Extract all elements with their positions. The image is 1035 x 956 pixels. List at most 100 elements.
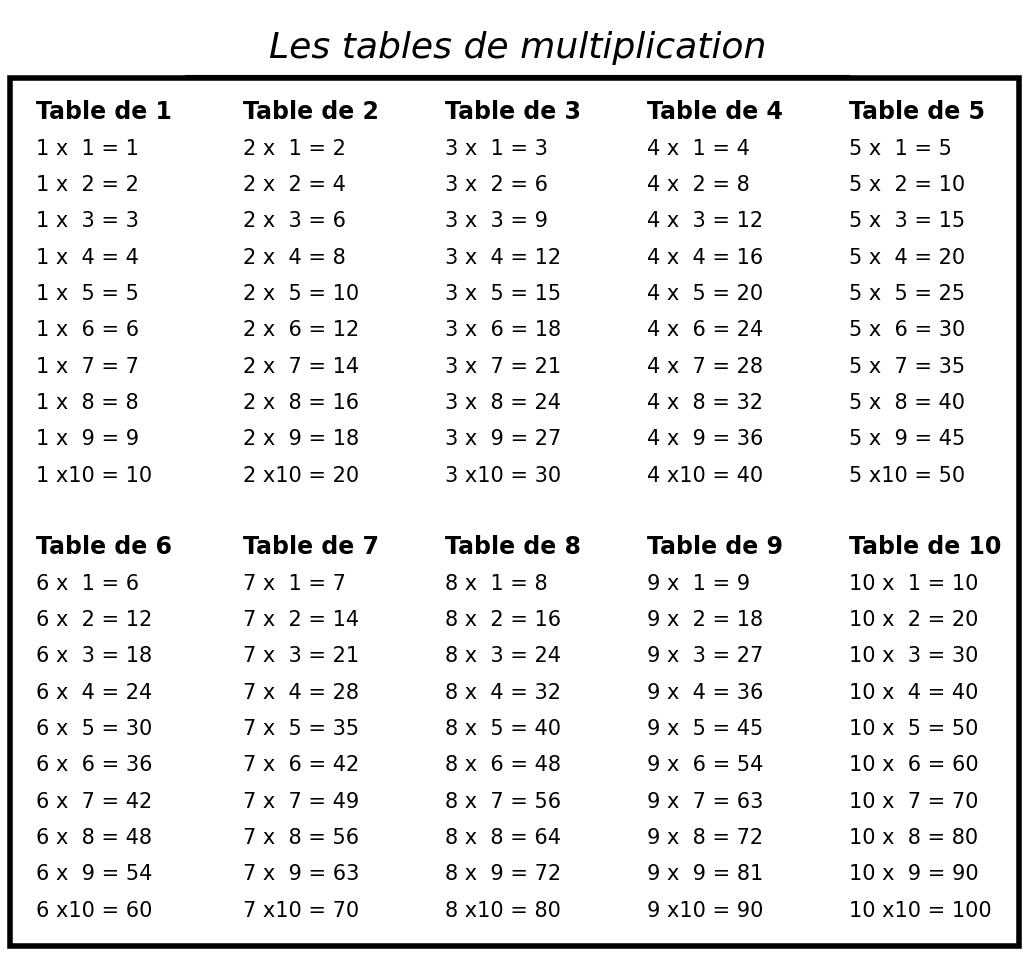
Text: 6 x  4 = 24: 6 x 4 = 24 <box>36 683 152 703</box>
Text: 7 x  9 = 63: 7 x 9 = 63 <box>243 864 359 884</box>
Text: 7 x  1 = 7: 7 x 1 = 7 <box>243 574 346 594</box>
Text: 6 x  9 = 54: 6 x 9 = 54 <box>36 864 152 884</box>
Text: Table de 2: Table de 2 <box>243 100 379 124</box>
Text: 3 x  8 = 24: 3 x 8 = 24 <box>445 393 561 413</box>
Text: 8 x  6 = 48: 8 x 6 = 48 <box>445 755 561 775</box>
Text: 9 x  6 = 54: 9 x 6 = 54 <box>647 755 763 775</box>
Text: 9 x  2 = 18: 9 x 2 = 18 <box>647 610 763 630</box>
Text: 2 x  3 = 6: 2 x 3 = 6 <box>243 211 347 231</box>
Text: 2 x  9 = 18: 2 x 9 = 18 <box>243 429 359 449</box>
Text: 9 x  7 = 63: 9 x 7 = 63 <box>647 792 763 812</box>
Text: 1 x10 = 10: 1 x10 = 10 <box>36 466 152 486</box>
Text: 3 x  6 = 18: 3 x 6 = 18 <box>445 320 561 340</box>
Text: 10 x  9 = 90: 10 x 9 = 90 <box>849 864 978 884</box>
Text: 10 x10 = 100: 10 x10 = 100 <box>849 901 992 921</box>
Text: 6 x  5 = 30: 6 x 5 = 30 <box>36 719 152 739</box>
Text: 7 x  4 = 28: 7 x 4 = 28 <box>243 683 359 703</box>
Text: 8 x  5 = 40: 8 x 5 = 40 <box>445 719 561 739</box>
Text: Table de 5: Table de 5 <box>849 100 984 124</box>
Text: Table de 1: Table de 1 <box>36 100 172 124</box>
Text: 1 x  5 = 5: 1 x 5 = 5 <box>36 284 139 304</box>
Text: 1 x  9 = 9: 1 x 9 = 9 <box>36 429 140 449</box>
Text: 8 x  2 = 16: 8 x 2 = 16 <box>445 610 561 630</box>
Text: 2 x  7 = 14: 2 x 7 = 14 <box>243 357 359 377</box>
FancyBboxPatch shape <box>10 78 1019 946</box>
Text: 6 x  6 = 36: 6 x 6 = 36 <box>36 755 153 775</box>
Text: 7 x  7 = 49: 7 x 7 = 49 <box>243 792 359 812</box>
Text: 9 x  8 = 72: 9 x 8 = 72 <box>647 828 763 848</box>
Text: 3 x  7 = 21: 3 x 7 = 21 <box>445 357 561 377</box>
Text: 8 x  3 = 24: 8 x 3 = 24 <box>445 646 561 666</box>
Text: 9 x10 = 90: 9 x10 = 90 <box>647 901 763 921</box>
Text: Table de 10: Table de 10 <box>849 535 1001 559</box>
Text: 6 x  2 = 12: 6 x 2 = 12 <box>36 610 152 630</box>
Text: 1 x  3 = 3: 1 x 3 = 3 <box>36 211 139 231</box>
Text: 9 x  4 = 36: 9 x 4 = 36 <box>647 683 763 703</box>
Text: 5 x  3 = 15: 5 x 3 = 15 <box>849 211 965 231</box>
Text: 9 x  5 = 45: 9 x 5 = 45 <box>647 719 763 739</box>
Text: 4 x10 = 40: 4 x10 = 40 <box>647 466 763 486</box>
Text: 2 x10 = 20: 2 x10 = 20 <box>243 466 359 486</box>
Text: 10 x  1 = 10: 10 x 1 = 10 <box>849 574 978 594</box>
Text: Table de 4: Table de 4 <box>647 100 782 124</box>
Text: 1 x  2 = 2: 1 x 2 = 2 <box>36 175 139 195</box>
Text: Table de 3: Table de 3 <box>445 100 581 124</box>
Text: 5 x  9 = 45: 5 x 9 = 45 <box>849 429 965 449</box>
Text: 4 x  8 = 32: 4 x 8 = 32 <box>647 393 763 413</box>
Text: 3 x  9 = 27: 3 x 9 = 27 <box>445 429 561 449</box>
Text: 2 x  2 = 4: 2 x 2 = 4 <box>243 175 346 195</box>
Text: 8 x  9 = 72: 8 x 9 = 72 <box>445 864 561 884</box>
Text: 10 x  4 = 40: 10 x 4 = 40 <box>849 683 978 703</box>
Text: 2 x  5 = 10: 2 x 5 = 10 <box>243 284 359 304</box>
Text: 10 x  2 = 20: 10 x 2 = 20 <box>849 610 978 630</box>
Text: 10 x  6 = 60: 10 x 6 = 60 <box>849 755 978 775</box>
Text: 4 x  1 = 4: 4 x 1 = 4 <box>647 139 749 159</box>
Text: Table de 9: Table de 9 <box>647 535 782 559</box>
Text: 9 x  9 = 81: 9 x 9 = 81 <box>647 864 763 884</box>
Text: 2 x  1 = 2: 2 x 1 = 2 <box>243 139 346 159</box>
Text: 6 x10 = 60: 6 x10 = 60 <box>36 901 152 921</box>
Text: 5 x  5 = 25: 5 x 5 = 25 <box>849 284 965 304</box>
Text: 1 x  7 = 7: 1 x 7 = 7 <box>36 357 139 377</box>
Text: 2 x  8 = 16: 2 x 8 = 16 <box>243 393 359 413</box>
Text: 10 x  3 = 30: 10 x 3 = 30 <box>849 646 978 666</box>
Text: 7 x  2 = 14: 7 x 2 = 14 <box>243 610 359 630</box>
Text: 8 x  7 = 56: 8 x 7 = 56 <box>445 792 561 812</box>
Text: 6 x  1 = 6: 6 x 1 = 6 <box>36 574 140 594</box>
Text: 3 x  4 = 12: 3 x 4 = 12 <box>445 248 561 268</box>
Text: 5 x10 = 50: 5 x10 = 50 <box>849 466 965 486</box>
Text: 3 x10 = 30: 3 x10 = 30 <box>445 466 561 486</box>
Text: 3 x  2 = 6: 3 x 2 = 6 <box>445 175 549 195</box>
Text: Table de 6: Table de 6 <box>36 535 172 559</box>
Text: 8 x10 = 80: 8 x10 = 80 <box>445 901 561 921</box>
Text: 9 x  3 = 27: 9 x 3 = 27 <box>647 646 763 666</box>
Text: 2 x  6 = 12: 2 x 6 = 12 <box>243 320 359 340</box>
Text: 4 x  5 = 20: 4 x 5 = 20 <box>647 284 763 304</box>
Text: 1 x  6 = 6: 1 x 6 = 6 <box>36 320 140 340</box>
Text: 4 x  2 = 8: 4 x 2 = 8 <box>647 175 749 195</box>
Text: 7 x  6 = 42: 7 x 6 = 42 <box>243 755 359 775</box>
Text: 2 x  4 = 8: 2 x 4 = 8 <box>243 248 346 268</box>
Text: 1 x  8 = 8: 1 x 8 = 8 <box>36 393 139 413</box>
Text: 10 x  8 = 80: 10 x 8 = 80 <box>849 828 978 848</box>
Text: 1 x  1 = 1: 1 x 1 = 1 <box>36 139 139 159</box>
Text: 10 x  7 = 70: 10 x 7 = 70 <box>849 792 978 812</box>
Text: 4 x  6 = 24: 4 x 6 = 24 <box>647 320 763 340</box>
Text: 3 x  3 = 9: 3 x 3 = 9 <box>445 211 549 231</box>
Text: 8 x  8 = 64: 8 x 8 = 64 <box>445 828 561 848</box>
Text: 8 x  1 = 8: 8 x 1 = 8 <box>445 574 548 594</box>
Text: 7 x  3 = 21: 7 x 3 = 21 <box>243 646 359 666</box>
Text: 7 x  8 = 56: 7 x 8 = 56 <box>243 828 359 848</box>
Text: Table de 7: Table de 7 <box>243 535 379 559</box>
Text: 5 x  1 = 5: 5 x 1 = 5 <box>849 139 951 159</box>
Text: 4 x  3 = 12: 4 x 3 = 12 <box>647 211 763 231</box>
Text: 9 x  1 = 9: 9 x 1 = 9 <box>647 574 750 594</box>
Text: 6 x  3 = 18: 6 x 3 = 18 <box>36 646 152 666</box>
Text: 3 x  1 = 3: 3 x 1 = 3 <box>445 139 548 159</box>
Text: 7 x  5 = 35: 7 x 5 = 35 <box>243 719 359 739</box>
Text: 6 x  7 = 42: 6 x 7 = 42 <box>36 792 152 812</box>
Text: 7 x10 = 70: 7 x10 = 70 <box>243 901 359 921</box>
Text: 1 x  4 = 4: 1 x 4 = 4 <box>36 248 139 268</box>
Text: 4 x  4 = 16: 4 x 4 = 16 <box>647 248 763 268</box>
Text: 6 x  8 = 48: 6 x 8 = 48 <box>36 828 152 848</box>
